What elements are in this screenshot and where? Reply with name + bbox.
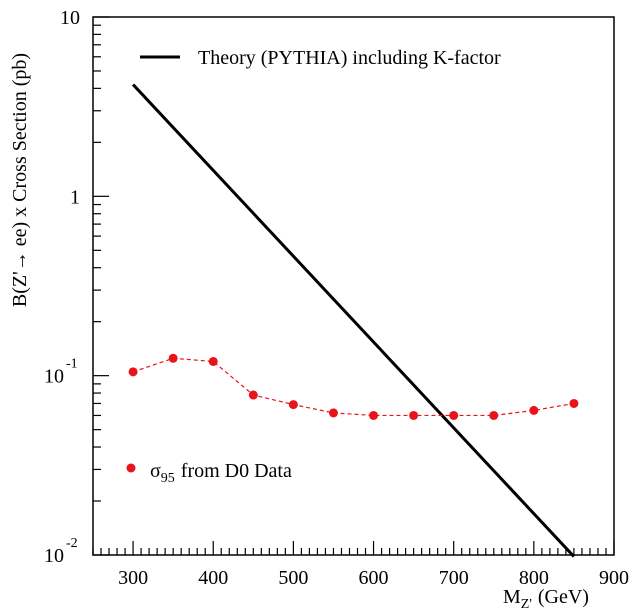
y-tick-exponent: -1 <box>66 357 78 372</box>
x-tick-label: 300 <box>118 567 148 589</box>
x-axis-title-main: M <box>503 586 521 608</box>
data-point <box>369 410 379 420</box>
x-axis-title-sub: Z' <box>521 597 532 611</box>
y-tick-label: 10 <box>44 545 64 567</box>
x-axis-ticks: 300 400 500 600 700 800 900 <box>92 541 629 589</box>
data-point <box>529 405 539 415</box>
plot-frame <box>92 16 615 556</box>
legend-theory: Theory (PYTHIA) including K-factor <box>140 47 501 69</box>
legend-data: σ95 from D0 Data <box>126 460 292 486</box>
data-point <box>128 367 138 377</box>
x-axis-title-unit: (GeV) <box>538 586 589 608</box>
y-axis-title: B(Z'→ ee) x Cross Section (pb) <box>9 53 31 307</box>
y-tick-label: 10 <box>44 366 64 388</box>
data-point <box>288 400 298 410</box>
y-tick-label: 10 <box>60 7 80 29</box>
data-point <box>208 356 218 366</box>
data-point <box>449 410 459 420</box>
x-tick-label: 900 <box>599 567 629 589</box>
legend-data-sub: 95 <box>161 471 175 486</box>
y-tick-exponent: -2 <box>66 536 78 551</box>
legend-data-text: from D0 Data <box>181 460 292 482</box>
y-tick-label: 1 <box>70 186 80 208</box>
x-axis-title: MZ' (GeV) <box>503 586 589 611</box>
x-tick-label: 500 <box>278 567 308 589</box>
data-point <box>569 398 579 408</box>
data-line <box>132 357 575 417</box>
data-point <box>409 410 419 420</box>
legend-data-symbol: σ <box>150 460 161 482</box>
data-point <box>248 390 258 400</box>
data-point <box>489 410 499 420</box>
x-tick-label: 800 <box>519 567 549 589</box>
theory-line <box>131 83 576 558</box>
data-point <box>328 408 338 418</box>
series-layer <box>128 83 579 558</box>
legend-theory-label: Theory (PYTHIA) including K-factor <box>198 47 501 69</box>
legend-data-label: σ95 from D0 Data <box>150 460 292 486</box>
x-tick-label: 600 <box>359 567 389 589</box>
x-tick-label: 700 <box>439 567 469 589</box>
x-tick-label: 400 <box>198 567 228 589</box>
legend-data-marker <box>126 463 136 473</box>
data-point <box>168 353 178 363</box>
